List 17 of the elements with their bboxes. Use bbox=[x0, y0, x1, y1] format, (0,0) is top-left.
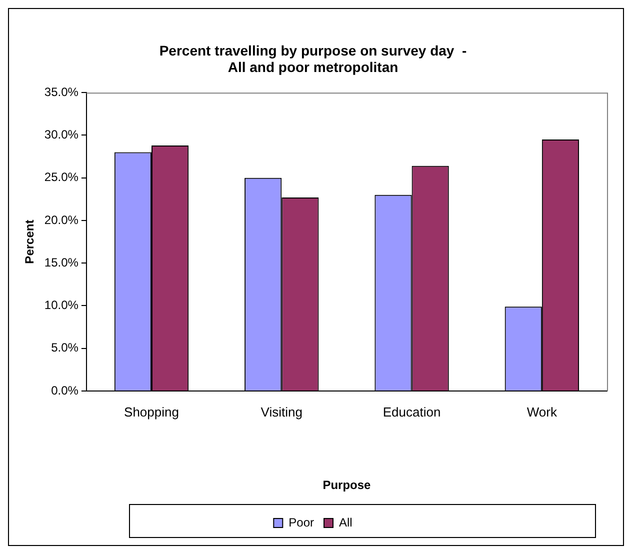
y-tick-label: 25.0% bbox=[44, 170, 79, 184]
y-tick-label: 5.0% bbox=[51, 340, 79, 355]
y-axis-title: Percent bbox=[22, 220, 37, 264]
legend-label: Poor bbox=[288, 515, 314, 530]
x-tick-label: Shopping bbox=[124, 404, 179, 420]
chart-title: Percent travelling by purpose on survey day - All and poor metropolitan bbox=[159, 42, 467, 76]
y-tick-label: 35.0% bbox=[44, 84, 79, 99]
y-tick-label: 20.0% bbox=[44, 212, 79, 227]
y-tick-label: 15.0% bbox=[44, 255, 79, 270]
y-tick-label: 0.0% bbox=[51, 383, 79, 398]
x-tick-label: Education bbox=[382, 404, 441, 420]
x-axis-title: Purpose bbox=[322, 478, 372, 492]
x-tick-label: Visiting bbox=[260, 404, 302, 420]
x-tick-label: Work bbox=[526, 404, 558, 420]
y-tick-label: 30.0% bbox=[44, 128, 79, 142]
y-tick-label: 10.0% bbox=[44, 298, 79, 312]
legend-label: All bbox=[339, 515, 352, 530]
